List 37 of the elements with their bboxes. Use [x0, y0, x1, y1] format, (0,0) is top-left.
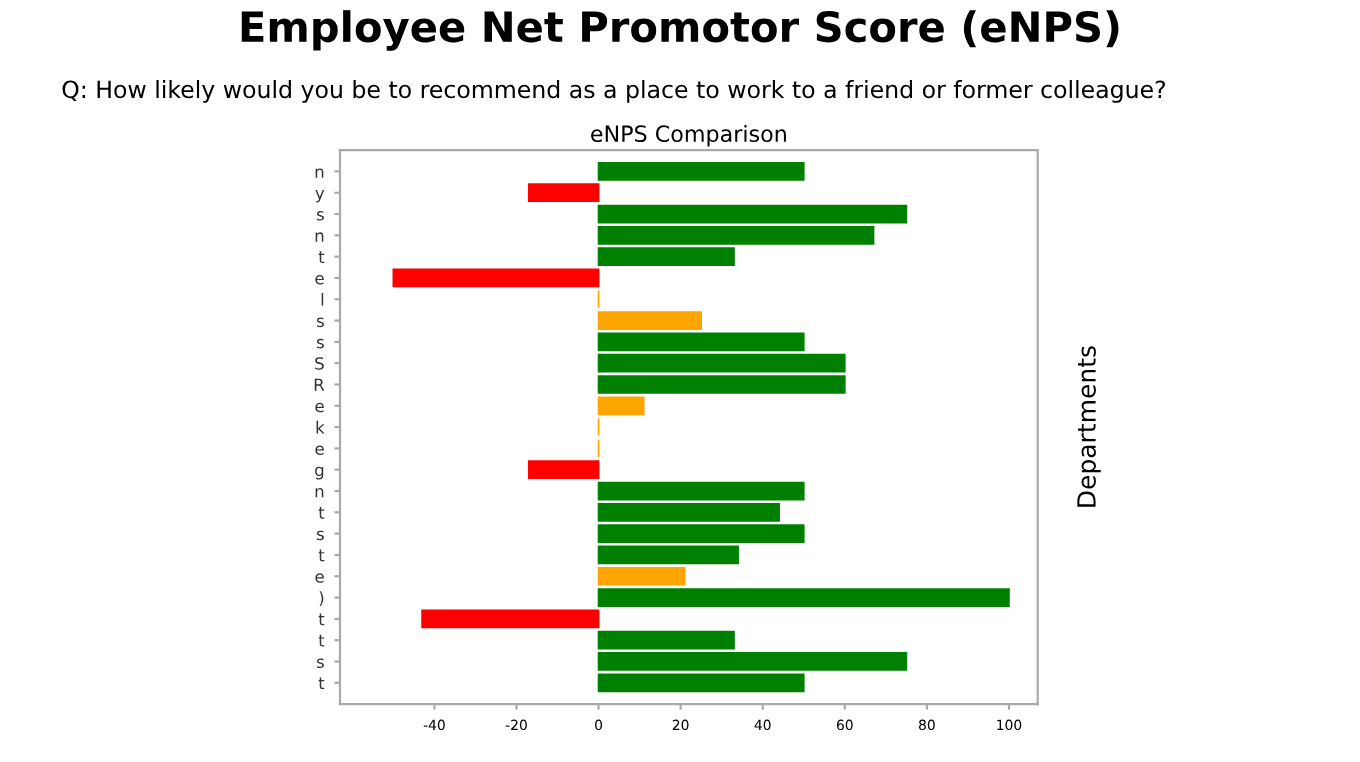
bar [597, 588, 1010, 607]
y-tick-label: e [315, 445, 324, 455]
bar [597, 396, 645, 416]
y-tick-label: k [316, 420, 325, 434]
y-tick-label: e [315, 573, 324, 583]
bar [527, 460, 600, 480]
y-tick-label: s [316, 530, 324, 541]
y-tick-label: s [316, 658, 324, 669]
y-tick-label: s [316, 317, 324, 328]
chart-title: eNPS Comparison [591, 124, 786, 147]
y-tick-label: t [318, 251, 325, 263]
bar [527, 183, 600, 203]
y-tick-label: ) [319, 591, 324, 607]
y-tick-label: g [315, 466, 324, 480]
y-axis-title: Departments [1077, 346, 1101, 507]
y-tick-label: s [316, 211, 324, 221]
y-tick-label: n [315, 488, 324, 498]
y-tick-label: s [316, 338, 324, 349]
y-tick-label: t [318, 506, 325, 519]
bar [597, 162, 805, 181]
y-tick-label: e [315, 274, 324, 285]
y-tick-label: t [318, 549, 325, 562]
y-tick-label: l [321, 292, 324, 306]
y-tick-label: e [315, 402, 324, 413]
y-tick-label: R [314, 378, 325, 391]
text: Q: How likely would you be to recommend as a place to work to a friend or former colleague? [62, 80, 1165, 103]
y-tick-label: S [315, 357, 324, 370]
text: Employee Net Promotor Score (eNPS) [241, 10, 1119, 51]
bar [392, 268, 600, 288]
y-tick-label: y [315, 189, 325, 203]
y-tick-label: t [318, 634, 325, 647]
y-tick-label: n [315, 168, 324, 178]
y-tick-label: t [318, 613, 325, 626]
bar [597, 566, 686, 586]
bar [421, 609, 600, 629]
y-tick-label: t [318, 677, 325, 690]
y-tick-label: n [315, 232, 324, 242]
